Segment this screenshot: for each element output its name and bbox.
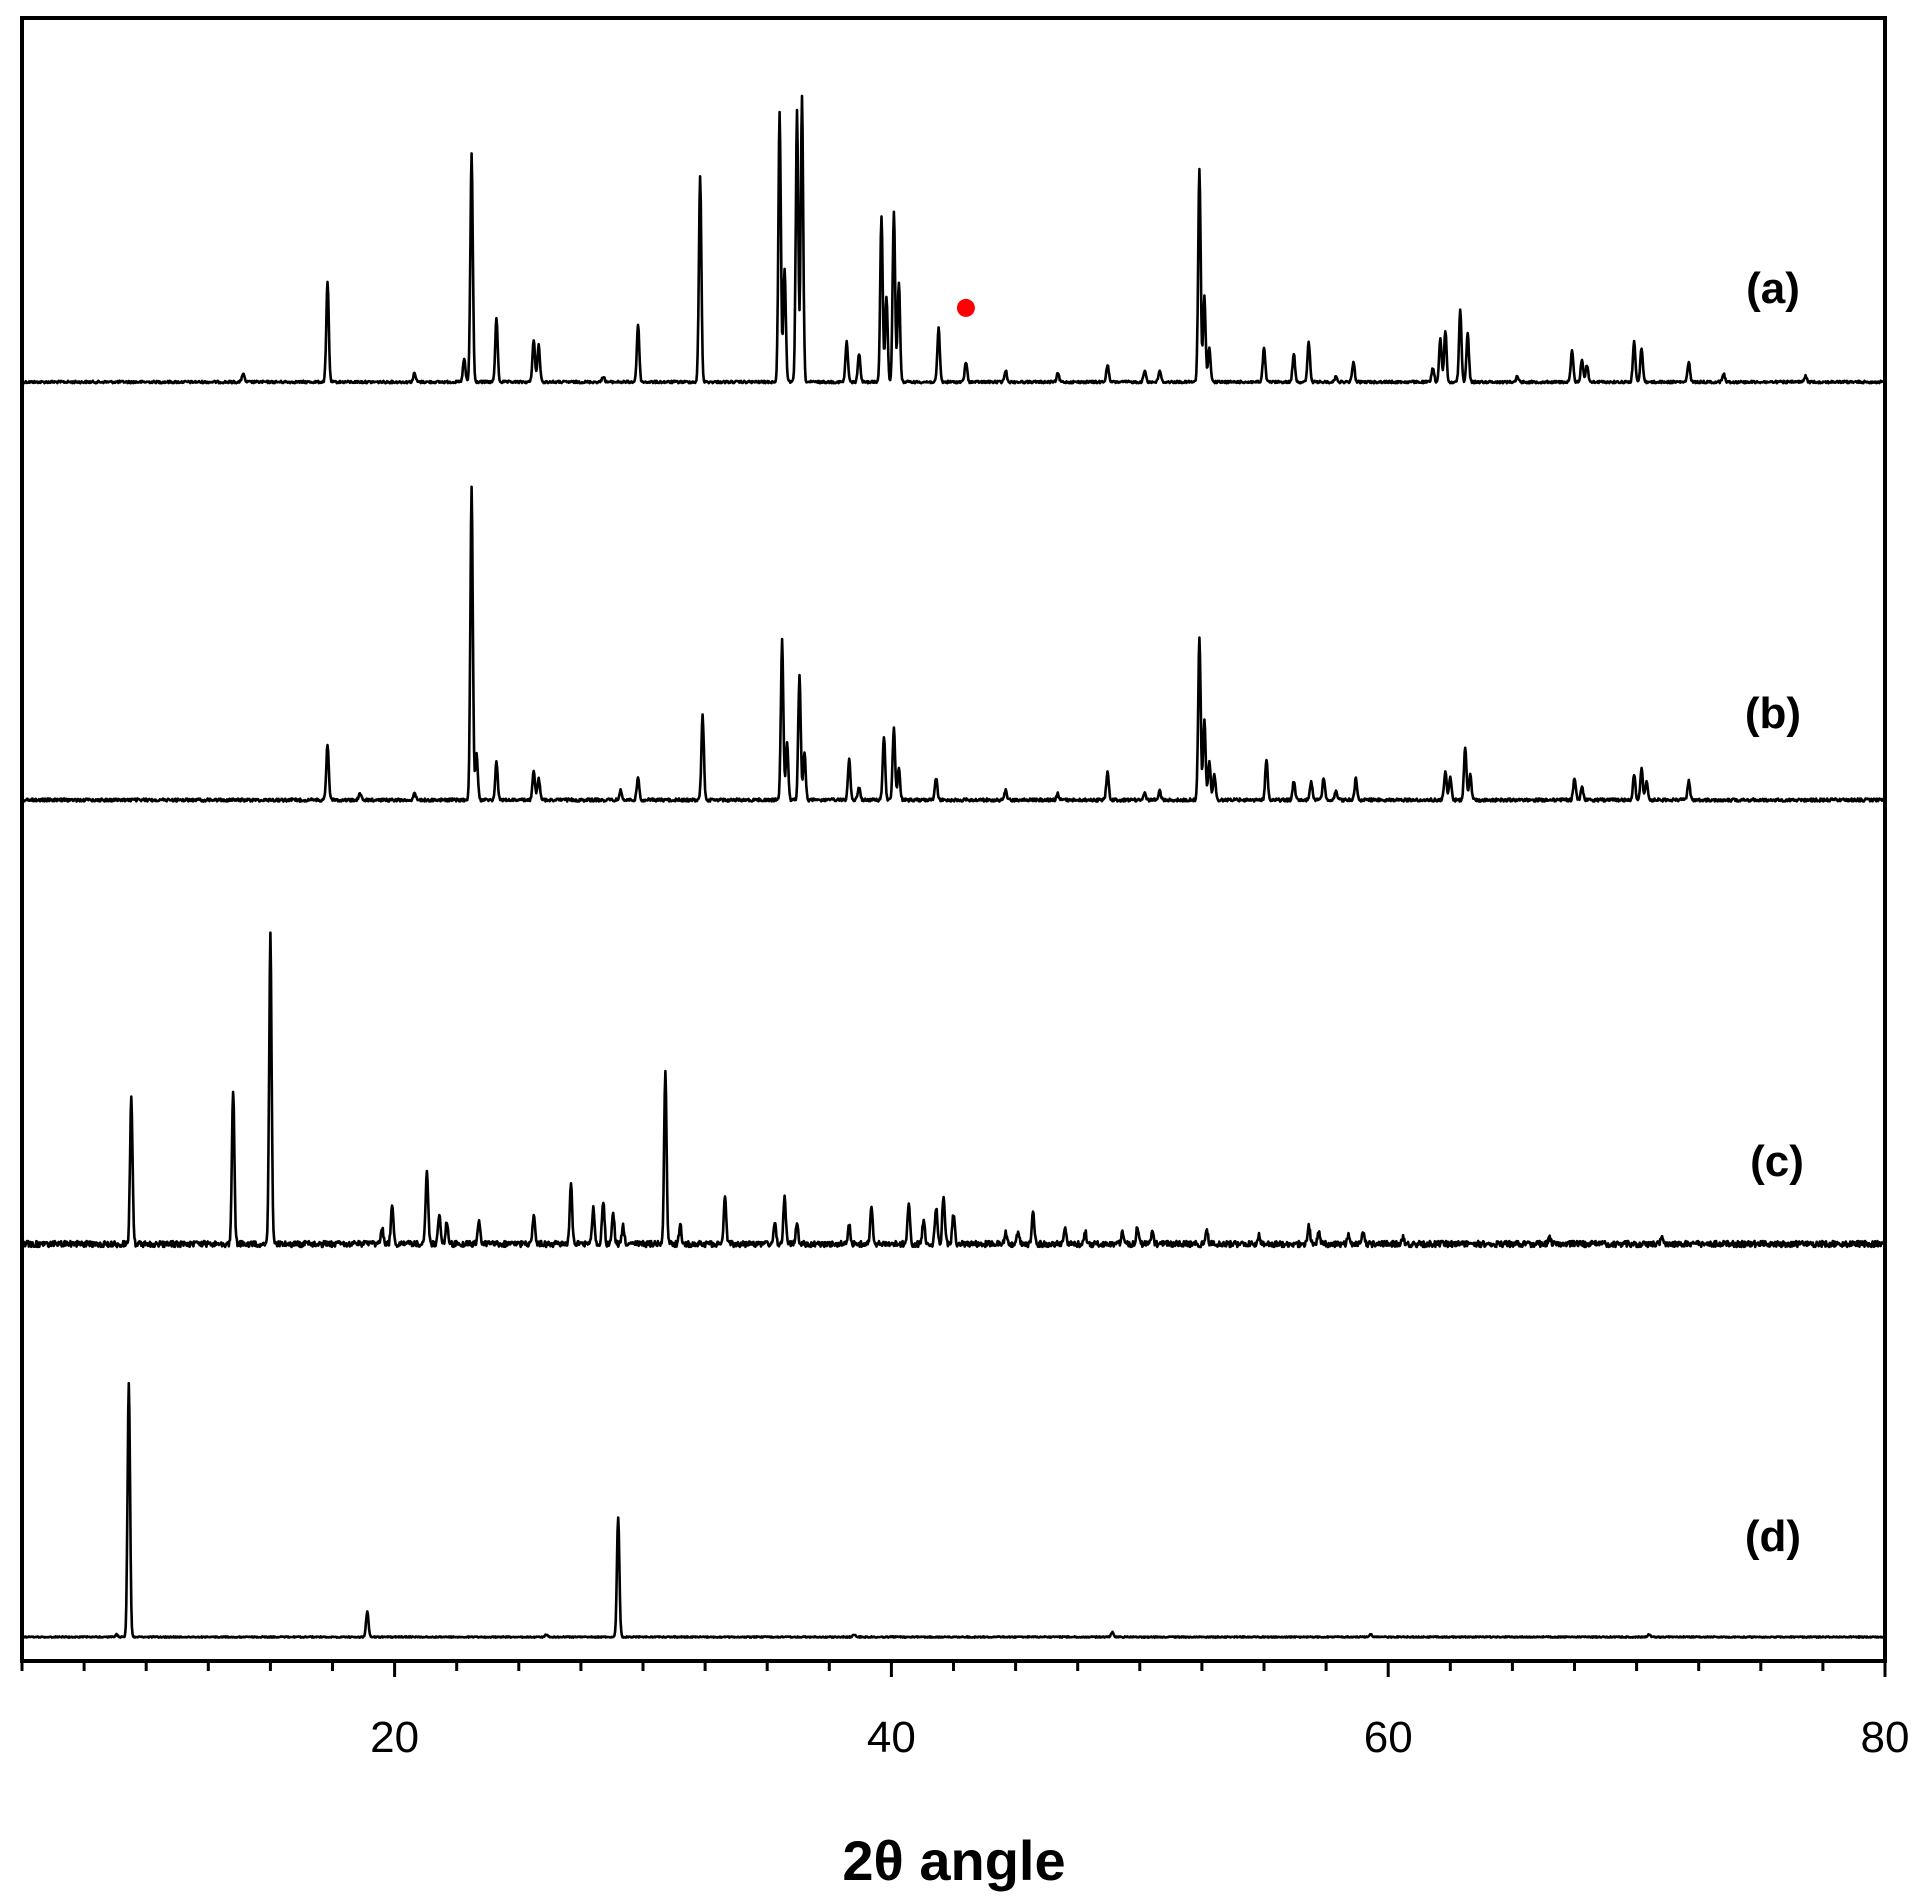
series-label-c: (c) [1750, 1137, 1804, 1186]
series-labels: (a) (b) (c) (d) [1745, 264, 1804, 1561]
x-tick-label: 60 [1364, 1713, 1413, 1762]
xrd-pattern-a [20, 94, 1886, 385]
impurity-markers [956, 298, 975, 317]
series-label-b: (b) [1745, 689, 1801, 738]
xrd-pattern-d [21, 1381, 1886, 1639]
x-minor-ticks [20, 1661, 1825, 1671]
plot-frame [20, 16, 1887, 1663]
x-major-ticks [393, 1661, 1887, 1677]
red-dot-marker [956, 298, 975, 317]
x-tick-label: 80 [1861, 1713, 1910, 1762]
xrd-pattern-c [20, 931, 1887, 1249]
xrd-pattern-b [21, 485, 1887, 803]
x-tick-label: 20 [370, 1713, 419, 1762]
x-tick-labels: 20 40 60 80 [370, 1713, 1909, 1762]
series-label-d: (d) [1745, 1512, 1801, 1561]
x-axis-title: 2θ angle [842, 1829, 1065, 1892]
x-tick-label: 40 [867, 1713, 916, 1762]
series-label-a: (a) [1746, 264, 1800, 313]
xrd-patterns [20, 94, 1887, 1639]
